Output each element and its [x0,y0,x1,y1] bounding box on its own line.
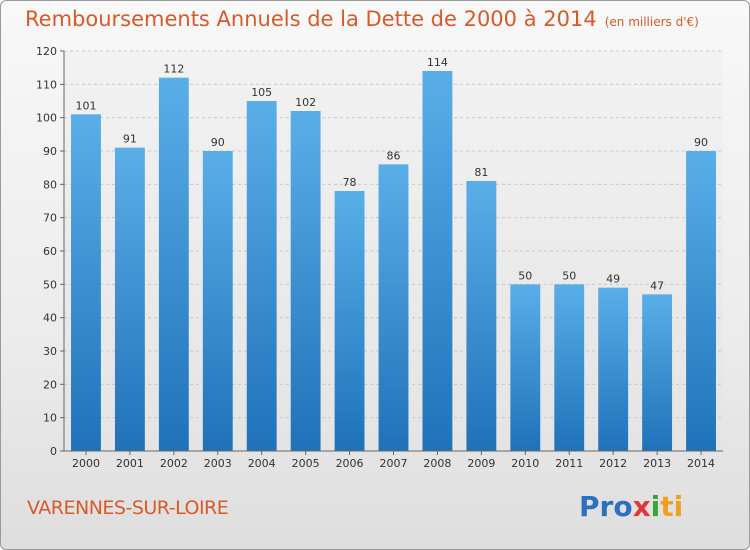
x-tick-label: 2009 [467,457,495,470]
bar [686,151,716,451]
data-label: 90 [211,136,225,149]
data-label: 91 [123,133,137,146]
data-label: 105 [251,86,272,99]
bar [422,71,453,451]
y-tick-label: 60 [43,245,57,258]
x-tick-label: 2008 [423,457,451,470]
town-name: VARENNES-SUR-LOIRE [27,497,229,519]
x-tick-label: 2011 [555,457,583,470]
y-tick-label: 10 [43,412,57,425]
bar [246,101,277,451]
bar [466,181,497,451]
bar [158,77,189,452]
x-tick-label: 2014 [687,457,715,470]
chart-title-text: Remboursements Annuels de la Dette de 20… [25,7,597,31]
y-tick-label: 80 [43,178,57,191]
x-tick-label: 2004 [248,457,276,470]
x-tick-label: 2013 [643,457,671,470]
proxiti-logo: Proxiti [579,490,683,523]
logo-part-2: x [632,490,651,523]
x-tick-label: 2005 [292,457,320,470]
data-label: 81 [474,166,488,179]
y-tick-label: 0 [50,445,57,458]
x-tick-label: 2007 [380,457,408,470]
x-tick-label: 2003 [204,457,232,470]
y-tick-label: 20 [43,378,57,391]
x-tick-label: 2000 [72,457,100,470]
data-label: 102 [295,96,316,109]
logo-part-1: Pro [579,490,633,523]
data-label: 49 [606,273,620,286]
x-tick-label: 2012 [599,457,627,470]
data-label: 50 [518,269,532,282]
bar [554,284,585,451]
bar [510,284,541,451]
y-tick-label: 40 [43,312,57,325]
y-tick-label: 110 [36,78,57,91]
data-label: 50 [562,269,576,282]
bar [378,164,409,452]
data-label: 112 [163,63,184,76]
x-tick-label: 2006 [336,457,364,470]
logo-part-3: i [650,490,661,523]
bar [290,111,321,451]
bar [202,151,233,451]
data-label: 90 [694,136,708,149]
x-tick-label: 2002 [160,457,188,470]
data-label: 101 [75,99,96,112]
chart-title: Remboursements Annuels de la Dette de 20… [25,7,699,31]
y-tick-label: 50 [43,278,57,291]
bar [334,191,365,451]
bar [114,147,145,451]
x-tick-label: 2010 [511,457,539,470]
y-tick-label: 90 [43,145,57,158]
x-tick-label: 2001 [116,457,144,470]
y-tick-label: 70 [43,212,57,225]
y-tick-label: 30 [43,345,57,358]
data-label: 86 [387,149,401,162]
logo-part-4: ti [660,490,684,523]
bar [71,114,101,451]
data-label: 114 [427,56,448,69]
bars: 101 91 112 90 105 102 78 86 114 81 50 50 49 47 90 [71,56,716,452]
chart-subtitle: (en milliers d'€) [604,15,699,29]
y-tick-label: 120 [36,45,57,58]
y-tick-label: 100 [36,112,57,125]
y-axis: 0 10 20 30 40 50 60 70 80 90 100 110 120 [36,45,65,458]
data-label: 78 [343,176,357,189]
x-axis: 2000 2001 2002 2003 2004 2005 2006 2007 2008 2009… [64,450,723,470]
bar [598,287,629,451]
data-label: 47 [650,279,664,292]
bar [642,294,673,451]
